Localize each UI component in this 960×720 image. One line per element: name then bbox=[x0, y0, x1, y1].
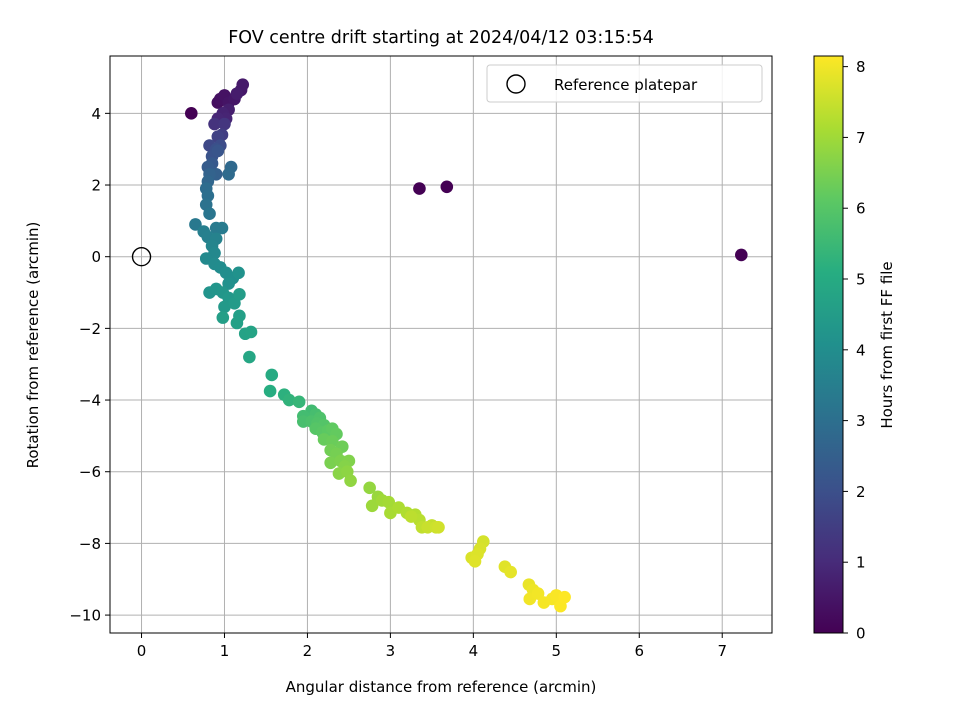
data-point bbox=[432, 520, 445, 534]
data-point bbox=[413, 182, 426, 195]
colorbar-tick-label: 4 bbox=[856, 341, 866, 359]
legend-reference-marker bbox=[506, 74, 526, 94]
y-axis-ticks: −10 −8 −6 −4 −2 0 2 4 bbox=[69, 105, 110, 625]
x-tick-label: 1 bbox=[220, 642, 230, 660]
reference-marker bbox=[131, 246, 152, 267]
legend-entry-label: Reference platepar bbox=[554, 76, 698, 94]
data-point bbox=[230, 87, 244, 100]
data-point bbox=[243, 350, 256, 364]
data-point bbox=[218, 117, 231, 131]
colorbar-label: Hours from first FF file bbox=[878, 261, 896, 428]
data-point bbox=[222, 167, 235, 181]
colorbar-tick-label: 0 bbox=[856, 625, 866, 643]
plot-frame bbox=[109, 55, 773, 634]
data-point bbox=[265, 368, 279, 382]
data-point bbox=[558, 590, 571, 604]
y-tick-label: 4 bbox=[91, 105, 101, 123]
grid bbox=[110, 56, 772, 633]
x-tick-label: 0 bbox=[137, 642, 147, 660]
data-point bbox=[363, 481, 376, 495]
data-point bbox=[184, 107, 198, 120]
colorbar-tick-label: 2 bbox=[856, 483, 866, 501]
data-point bbox=[324, 456, 337, 470]
chart-title: FOV centre drift starting at 2024/04/12 … bbox=[228, 28, 654, 48]
y-tick-label: −8 bbox=[79, 535, 101, 553]
x-tick-label: 2 bbox=[303, 642, 313, 660]
data-point bbox=[440, 180, 454, 194]
y-tick-label: 0 bbox=[91, 248, 101, 266]
data-point bbox=[244, 325, 258, 339]
y-tick-label: 2 bbox=[91, 177, 101, 195]
x-tick-label: 3 bbox=[386, 642, 396, 660]
y-tick-label: −10 bbox=[69, 607, 101, 625]
data-point bbox=[203, 207, 216, 220]
data-point bbox=[236, 78, 250, 91]
data-point bbox=[504, 565, 517, 579]
y-tick-label: −6 bbox=[79, 463, 101, 481]
colorbar-ticks: 0 1 2 3 4 5 6 7 8 bbox=[843, 58, 866, 643]
data-point bbox=[211, 144, 225, 158]
data-point bbox=[216, 311, 230, 324]
data-point bbox=[292, 395, 306, 409]
colorbar-tick-label: 3 bbox=[856, 412, 866, 430]
colorbar-tick-label: 5 bbox=[856, 271, 866, 289]
data-point bbox=[208, 117, 221, 131]
data-point bbox=[404, 510, 418, 523]
data-point bbox=[468, 555, 482, 568]
data-point bbox=[263, 384, 277, 398]
x-tick-label: 5 bbox=[552, 642, 562, 660]
data-point bbox=[735, 248, 748, 262]
data-point bbox=[365, 499, 379, 513]
colorbar-tick-label: 8 bbox=[856, 58, 866, 76]
x-tick-label: 6 bbox=[634, 642, 644, 660]
y-axis-label: Rotation from reference (arcmin) bbox=[24, 222, 42, 469]
data-point bbox=[531, 587, 545, 600]
data-point bbox=[344, 474, 357, 487]
colorbar bbox=[813, 55, 844, 634]
colorbar-tick-label: 7 bbox=[856, 129, 866, 147]
data-point bbox=[232, 266, 245, 280]
x-axis-ticks: 0 1 2 3 4 5 6 7 bbox=[137, 633, 727, 660]
legend: Reference platepar bbox=[486, 64, 763, 103]
colorbar-tick-label: 1 bbox=[856, 554, 866, 572]
data-point bbox=[189, 218, 202, 231]
data-point bbox=[218, 300, 231, 314]
data-point bbox=[215, 221, 229, 235]
data-point bbox=[222, 277, 235, 290]
x-axis-label: Angular distance from reference (arcmin) bbox=[286, 678, 597, 696]
x-tick-label: 4 bbox=[469, 642, 479, 660]
colorbar-tick-label: 6 bbox=[856, 200, 866, 218]
data-points bbox=[184, 78, 748, 613]
legend-box bbox=[486, 64, 763, 103]
data-point bbox=[282, 393, 296, 407]
data-point bbox=[230, 316, 244, 330]
data-point bbox=[382, 495, 396, 509]
y-tick-label: −2 bbox=[79, 320, 101, 338]
y-tick-label: −4 bbox=[79, 392, 101, 410]
data-point bbox=[233, 288, 246, 301]
x-tick-label: 7 bbox=[717, 642, 727, 660]
